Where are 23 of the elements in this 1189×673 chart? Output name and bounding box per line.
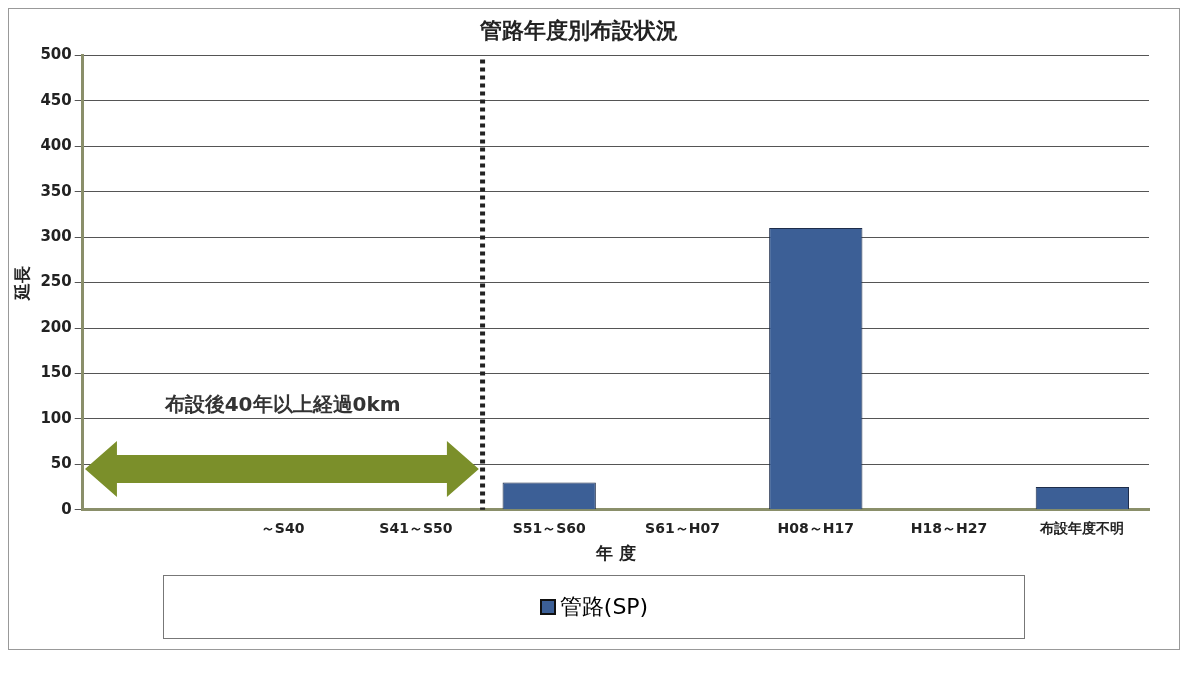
y-tick-label: 300 [40,227,72,246]
chart-title: 管路年度別布設状況 [479,17,678,43]
y-tick-label: 0 [61,499,72,518]
y-tick-label: 250 [40,272,72,291]
x-tick-label: S51～S60 [512,519,587,536]
y-tick-label: 350 [40,181,72,200]
y-tick-label: 100 [40,408,72,427]
x-axis-title: 年 度 [594,543,636,564]
legend-label: 管路(SP) [559,593,649,621]
x-tick-label: 布設年度不明 [1039,519,1125,536]
y-tick-label: 150 [40,363,72,382]
y-tick-label: 500 [40,45,72,64]
y-axis-title: 延長 [11,265,32,302]
x-tick-label: S41～S50 [379,519,453,536]
y-tick-label: 400 [40,136,72,155]
x-tick-label: S61～H07 [645,519,720,536]
annotation: 布設後40年以上経過0km [163,391,401,416]
x-tick-label: H08～H17 [777,519,854,536]
x-tick-label: ～S40 [260,519,305,536]
y-tick-label: 200 [40,317,72,336]
x-tick-label: H18～H27 [910,519,988,536]
y-tick-label: 50 [50,454,72,473]
y-tick-label: 450 [40,90,72,109]
